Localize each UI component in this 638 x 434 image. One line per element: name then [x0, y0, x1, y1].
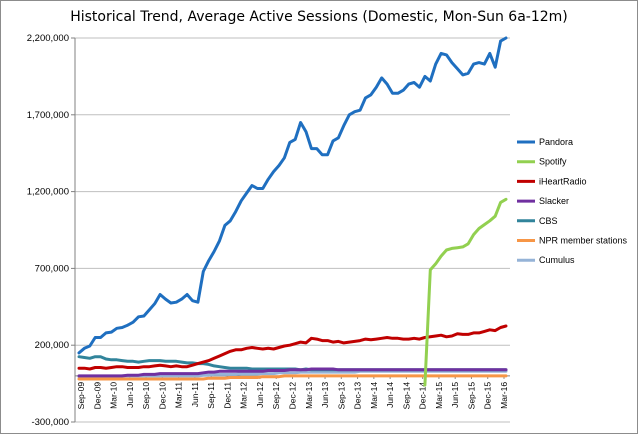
x-tick-label: Dec-14 [418, 382, 428, 410]
legend-label-pandora: Pandora [539, 137, 573, 147]
x-tick-label: Dec-10 [157, 382, 167, 410]
x-tick-label: Sep-14 [401, 382, 411, 410]
y-tick-label: 1,200,000 [27, 187, 69, 198]
x-tick-label: Dec-11 [222, 382, 232, 409]
chart-title: Historical Trend, Average Active Session… [70, 9, 568, 25]
x-tick-label: Mar-16 [499, 382, 509, 409]
series-lines [77, 36, 508, 387]
x-tick-label: Jun-11 [190, 382, 200, 408]
x-tick-label: Sep-10 [141, 382, 151, 410]
series-line-iheartradio [77, 324, 508, 371]
legend-label-iheartradio: iHeartRadio [539, 176, 587, 186]
x-tick-label: Mar-12 [239, 382, 249, 409]
y-tick-label: 1,700,000 [27, 110, 69, 121]
legend-label-slacker: Slacker [539, 196, 569, 206]
legend: Pandora Spotify iHeartRadio Slacker CBS NPR m… [517, 137, 628, 265]
x-tick-label: Jun-15 [450, 382, 460, 408]
x-tick-label: Sep-15 [466, 382, 476, 410]
y-tick-label: 700,000 [35, 263, 69, 274]
x-tick-label: Jun-12 [255, 382, 265, 408]
axes [74, 38, 510, 422]
x-axis-ticks: Sep-09 Dec-09 Mar-10 Jun-10 Sep-10 Dec-10 Mar-… [76, 375, 509, 410]
y-tick-label: -300,000 [31, 417, 69, 428]
x-tick-label: Dec-09 [92, 382, 102, 410]
y-axis-ticks: -300,000 200,000 700,000 1,200,000 1,700,000… [27, 33, 75, 428]
series-line-spotify [423, 197, 508, 387]
x-tick-label: Mar-13 [304, 382, 314, 409]
series-line-npr-member-stations [77, 374, 508, 381]
x-tick-label: Jun-14 [385, 382, 395, 408]
series-line-pandora [77, 36, 508, 355]
x-tick-label: Mar-10 [109, 382, 119, 409]
x-tick-label: Sep-11 [206, 382, 216, 409]
x-tick-label: Sep-09 [76, 382, 86, 410]
legend-label-cumulus: Cumulus [539, 255, 575, 265]
x-tick-label: Dec-13 [353, 382, 363, 410]
series-line-slacker [77, 367, 508, 378]
legend-label-cbs: CBS [539, 216, 558, 226]
x-tick-label: Mar-11 [174, 382, 184, 409]
x-tick-label: Jun-13 [320, 382, 330, 408]
y-tick-label: 200,000 [35, 340, 69, 351]
y-tick-label: 2,200,000 [27, 33, 69, 44]
x-tick-label: Jun-10 [125, 382, 135, 408]
x-tick-label: Dec-15 [483, 382, 493, 410]
gridlines [75, 37, 510, 423]
legend-label-spotify: Spotify [539, 157, 567, 167]
x-tick-label: Mar-14 [369, 382, 379, 409]
x-tick-label: Sep-12 [271, 382, 281, 410]
legend-label-npr-member-stations: NPR member stations [539, 236, 628, 246]
x-tick-label: Mar-15 [434, 382, 444, 409]
x-tick-label: Sep-13 [336, 382, 346, 410]
x-tick-label: Dec-12 [288, 382, 298, 410]
